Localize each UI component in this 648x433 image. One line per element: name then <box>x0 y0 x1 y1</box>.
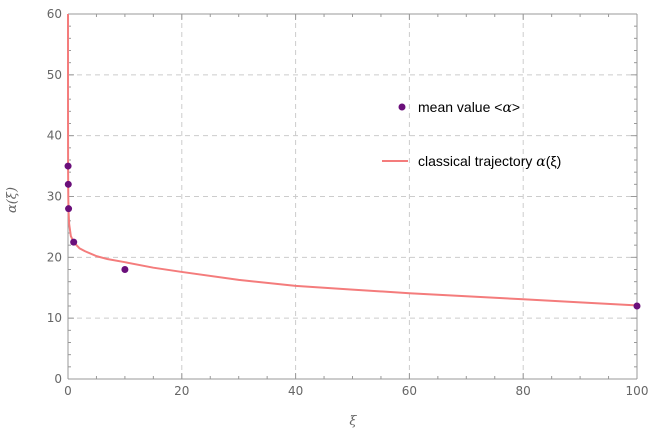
ticks: 0 20 40 60 80 100 0 10 20 30 40 50 60 <box>47 7 648 398</box>
y-tick-label-30: 30 <box>47 190 62 204</box>
x-tick-label-20: 20 <box>174 384 189 398</box>
legend-label-classical-tail: (ξ) <box>546 153 562 169</box>
series-line-classical-trajectory <box>67 13 638 307</box>
legend-label-mean-value-main: mean value < <box>418 99 502 115</box>
legend-label-classical-main: classical trajectory <box>418 153 536 169</box>
data-point-mean-value-1 <box>64 180 72 188</box>
data-point-mean-value-2 <box>65 205 73 213</box>
y-tick-label-20: 20 <box>47 250 62 264</box>
y-tick-label-60: 60 <box>47 7 62 21</box>
data-point-mean-value-5 <box>633 302 641 310</box>
y-axis-label: α(ξ) <box>5 187 20 213</box>
data-point-mean-value-3 <box>70 238 78 246</box>
legend: mean value <α> classical trajectory α(ξ) <box>382 99 561 170</box>
x-tick-label-100: 100 <box>626 384 648 398</box>
y-tick-label-40: 40 <box>47 129 62 143</box>
y-tick-label-50: 50 <box>47 68 62 82</box>
x-tick-label-80: 80 <box>516 384 531 398</box>
legend-label-mean-value: mean value <α> <box>418 99 520 116</box>
legend-label-classical-trajectory: classical trajectory α(ξ) <box>418 153 561 170</box>
x-tick-label-0: 0 <box>64 384 72 398</box>
y-tick-label-0: 0 <box>54 372 62 386</box>
data-point-mean-value-0 <box>64 162 72 170</box>
legend-label-classical-alpha: α <box>536 154 546 170</box>
x-tick-label-40: 40 <box>288 384 303 398</box>
legend-label-mean-value-tail: > <box>512 99 520 115</box>
x-tick-label-60: 60 <box>402 384 417 398</box>
legend-label-mean-value-alpha: α <box>502 100 512 116</box>
y-tick-label-10: 10 <box>47 311 62 325</box>
legend-marker-mean-value <box>398 103 406 111</box>
data-point-mean-value-4 <box>121 266 129 273</box>
series <box>64 13 641 310</box>
x-axis-label: ξ <box>349 414 357 429</box>
